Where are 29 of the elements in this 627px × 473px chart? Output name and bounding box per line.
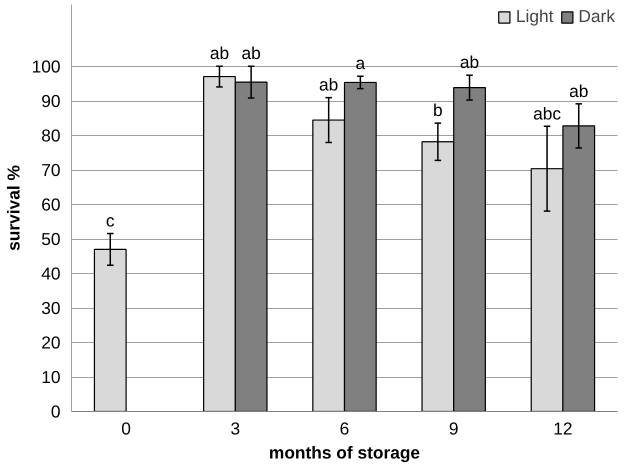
y-tick-label: 30 — [41, 298, 61, 318]
x-tick-label: 9 — [448, 418, 459, 438]
x-tick-label: 0 — [121, 418, 131, 438]
y-tick-label: 100 — [32, 56, 61, 77]
legend-label: Dark — [578, 6, 615, 27]
data-label: ab — [319, 74, 338, 95]
y-tick-label: 40 — [41, 264, 61, 284]
x-axis-title: months of storage — [268, 442, 420, 462]
data-label: ab — [460, 52, 480, 72]
data-label: abc — [533, 103, 562, 124]
data-label: b — [433, 100, 443, 120]
data-label: ab — [210, 43, 230, 64]
data-label: c — [106, 210, 115, 231]
data-label: ab — [241, 43, 261, 64]
data-label: ab — [569, 80, 588, 101]
y-tick-label: 90 — [41, 91, 61, 112]
legend-label: Light — [516, 6, 554, 27]
y-tick-label: 50 — [41, 229, 61, 250]
x-tick-label: 6 — [340, 418, 350, 438]
y-axis-title: survival % — [4, 165, 24, 251]
y-tick-label: 60 — [41, 194, 61, 215]
y-tick-label: 20 — [41, 332, 61, 353]
x-tick-label: 12 — [553, 418, 573, 438]
y-tick-label: 70 — [41, 160, 61, 180]
data-label: a — [356, 53, 366, 74]
y-tick-label: 80 — [41, 126, 61, 146]
y-tick-label: 0 — [50, 402, 61, 422]
y-tick-label: 10 — [41, 367, 61, 388]
x-tick-label: 3 — [230, 418, 240, 438]
